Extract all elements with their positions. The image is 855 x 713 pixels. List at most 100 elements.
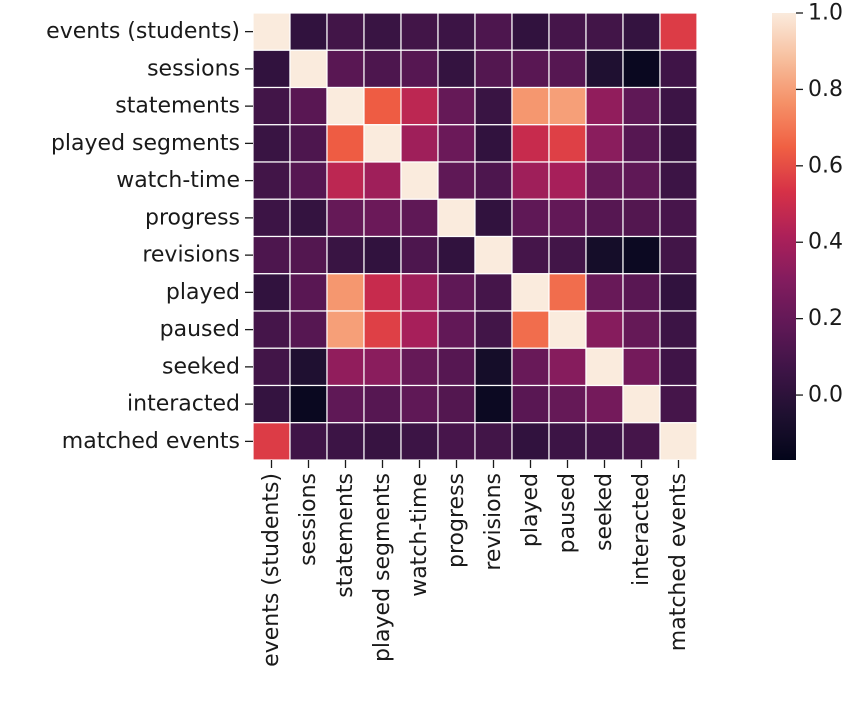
heatmap-cell xyxy=(289,235,328,275)
heatmap-cell xyxy=(548,49,587,89)
heatmap-cell xyxy=(252,347,291,387)
heatmap-cell xyxy=(252,273,291,312)
heatmap-cell xyxy=(400,124,439,163)
heatmap-cell xyxy=(585,49,624,89)
heatmap-cell xyxy=(289,49,328,89)
heatmap-cell xyxy=(400,235,439,275)
heatmap-cell xyxy=(252,49,291,89)
heatmap-cell xyxy=(252,124,291,163)
heatmap-cell xyxy=(622,235,661,275)
y-tick-label: progress xyxy=(145,205,240,230)
heatmap-cell xyxy=(400,86,439,126)
heatmap-cell xyxy=(511,161,550,200)
heatmap-cell xyxy=(548,86,587,126)
heatmap-cell xyxy=(363,161,402,200)
y-tick-label: played xyxy=(166,280,240,305)
heatmap-cell xyxy=(659,124,698,163)
heatmap-cell xyxy=(474,273,513,312)
heatmap-cell xyxy=(548,310,587,349)
y-tick-label: seeked xyxy=(162,354,240,379)
heatmap-cell xyxy=(659,273,698,312)
heatmap-cell xyxy=(400,161,439,200)
heatmap-cell xyxy=(474,347,513,387)
heatmap-cell xyxy=(437,273,476,312)
heatmap-cell xyxy=(289,384,328,424)
heatmap-cell xyxy=(400,310,439,349)
heatmap-cell xyxy=(326,310,365,349)
heatmap-cell xyxy=(622,86,661,126)
heatmap-cell xyxy=(622,347,661,387)
heatmap-cell xyxy=(363,384,402,424)
heatmap-cell xyxy=(326,124,365,163)
y-tick-label: revisions xyxy=(142,243,240,268)
heatmap-cell xyxy=(289,347,328,387)
x-tick-label: statements xyxy=(333,473,358,598)
x-tick-label: played xyxy=(518,473,543,547)
heatmap-cell xyxy=(437,347,476,387)
heatmap-cell xyxy=(585,124,624,163)
x-tick-label: events (students) xyxy=(259,473,284,667)
heatmap-cell xyxy=(400,384,439,424)
heatmap-cell xyxy=(585,12,624,51)
heatmap-cell xyxy=(548,384,587,424)
heatmap-cell xyxy=(437,124,476,163)
heatmap-cell xyxy=(474,161,513,200)
heatmap-cell xyxy=(289,12,328,51)
heatmap-cell xyxy=(289,198,328,238)
heatmap-cell xyxy=(474,49,513,89)
heatmap-cell xyxy=(326,422,365,461)
heatmap-cell xyxy=(326,12,365,51)
heatmap-cell xyxy=(289,422,328,461)
colorbar-tick-label: 0.0 xyxy=(808,383,843,408)
heatmap-cell xyxy=(585,384,624,424)
heatmap-cell xyxy=(326,198,365,238)
heatmap-cell xyxy=(363,12,402,51)
heatmap-cell xyxy=(252,235,291,275)
heatmap-cell xyxy=(548,273,587,312)
heatmap-cell xyxy=(400,422,439,461)
heatmap-cell xyxy=(511,235,550,275)
heatmap-cell xyxy=(252,161,291,200)
heatmap-cell xyxy=(400,198,439,238)
x-tick-label: sessions xyxy=(296,473,321,566)
colorbar-tick-label: 0.8 xyxy=(808,77,843,102)
heatmap-cell xyxy=(437,12,476,51)
heatmap-cell xyxy=(363,347,402,387)
heatmap-cell xyxy=(252,86,291,126)
heatmap-cell xyxy=(437,235,476,275)
heatmap-cell xyxy=(511,198,550,238)
y-tick-label: watch-time xyxy=(116,168,240,193)
colorbar-tick-label: 0.6 xyxy=(808,153,843,178)
heatmap-cell xyxy=(400,12,439,51)
heatmap-cell xyxy=(548,422,587,461)
x-tick-label: paused xyxy=(555,473,580,553)
heatmap-cell xyxy=(437,198,476,238)
heatmap-cell xyxy=(326,86,365,126)
x-tick-label: interacted xyxy=(629,473,654,586)
heatmap-cell xyxy=(622,384,661,424)
heatmap-cell xyxy=(474,12,513,51)
heatmap-cell xyxy=(511,273,550,312)
heatmap-cell xyxy=(437,86,476,126)
heatmap-cell xyxy=(363,273,402,312)
heatmap-cell xyxy=(363,198,402,238)
heatmap-cell xyxy=(363,49,402,89)
heatmap-cell xyxy=(400,347,439,387)
heatmap-cell xyxy=(548,161,587,200)
heatmap-cell xyxy=(474,198,513,238)
heatmap-cell xyxy=(659,49,698,89)
heatmap-cell xyxy=(437,384,476,424)
heatmap-cell xyxy=(659,347,698,387)
heatmap-cell xyxy=(511,86,550,126)
heatmap-cell xyxy=(585,422,624,461)
heatmap-cell xyxy=(474,422,513,461)
heatmap-cell xyxy=(363,235,402,275)
heatmap-cell xyxy=(252,422,291,461)
heatmap-cell xyxy=(622,198,661,238)
heatmap-cell xyxy=(585,86,624,126)
heatmap-cell xyxy=(548,198,587,238)
heatmap-cell xyxy=(363,422,402,461)
heatmap-cell xyxy=(585,161,624,200)
colorbar-tick-label: 0.2 xyxy=(808,306,843,331)
heatmap-cell xyxy=(622,124,661,163)
